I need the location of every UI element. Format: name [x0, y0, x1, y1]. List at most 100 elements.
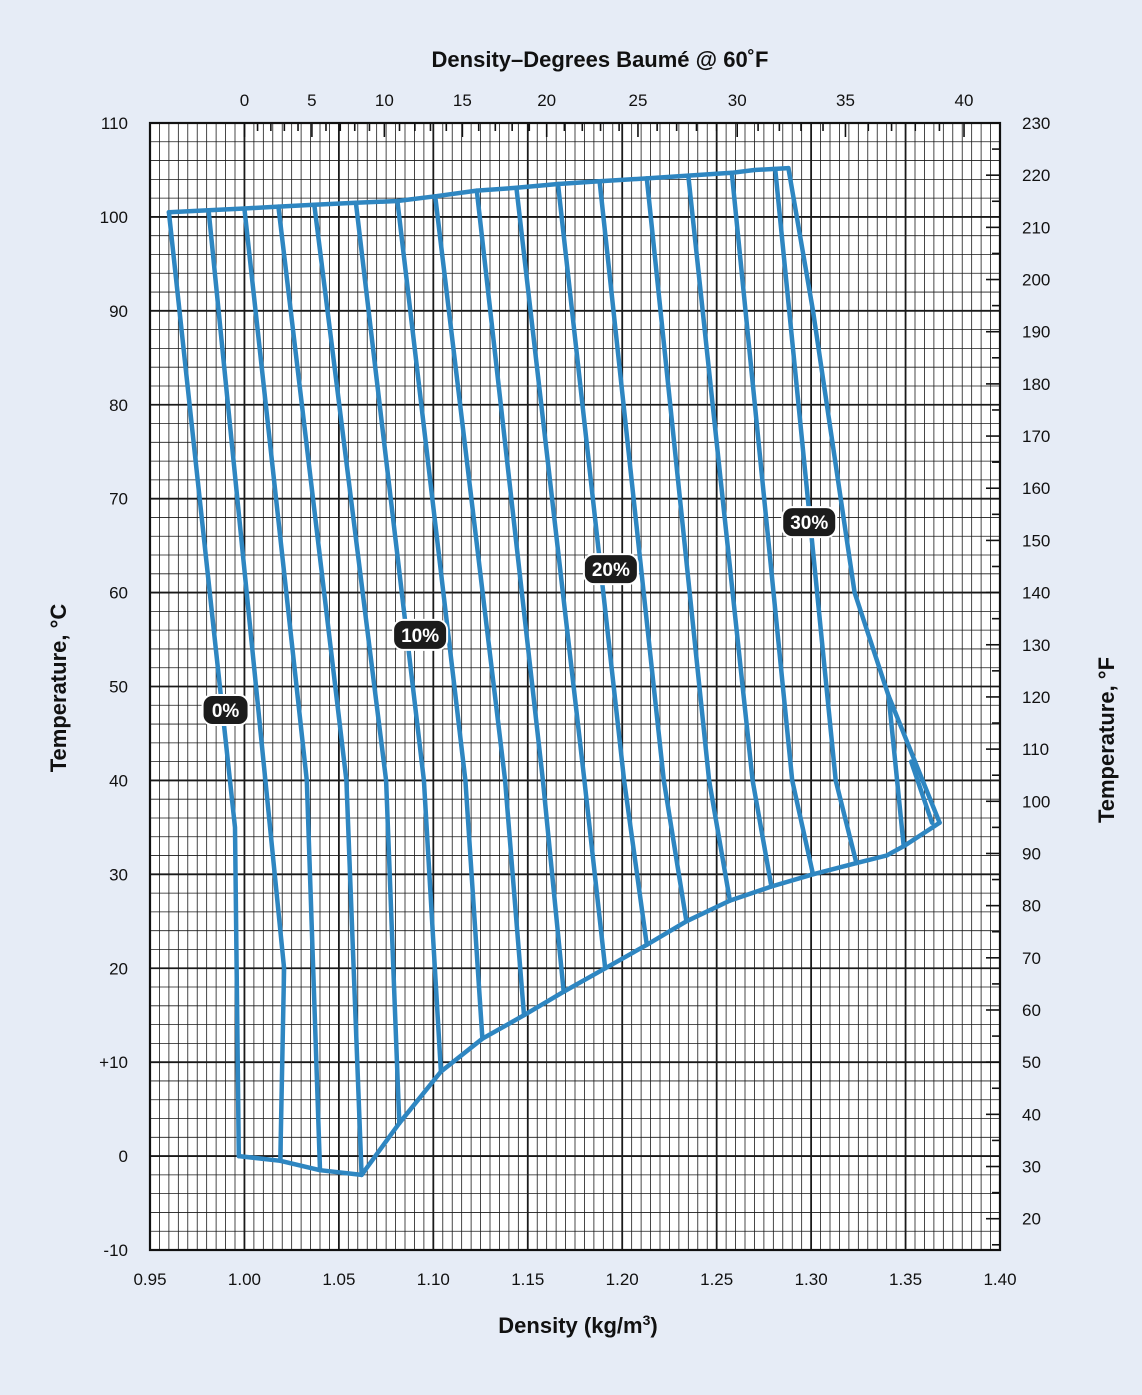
y-tick-label: 100	[100, 208, 128, 227]
series-line-6	[395, 198, 485, 1041]
series-line-2	[242, 206, 323, 1173]
percent-badge: 20%	[582, 553, 639, 586]
series-lines	[166, 165, 942, 1178]
badge-background	[392, 618, 449, 651]
x-tick-label: 1.40	[983, 1270, 1016, 1289]
y2-tick-label: 50	[1022, 1053, 1041, 1072]
series-line-3	[276, 204, 364, 1178]
x-tick-label: 0.95	[133, 1270, 166, 1289]
y2-tick-label: 120	[1022, 688, 1050, 707]
y-tick-label: 90	[109, 302, 128, 321]
series-line-0	[166, 209, 242, 1159]
y2-tick-label: 140	[1022, 584, 1050, 603]
series-line-8	[474, 188, 566, 994]
series-line-17	[908, 759, 935, 825]
top-tick-label: 15	[453, 91, 472, 110]
badge-label: 20%	[592, 560, 630, 581]
top-tick-label: 5	[307, 91, 316, 110]
series-line-7	[432, 194, 527, 1018]
top-tick-label: 35	[836, 91, 855, 110]
y2-tick-label: 150	[1022, 531, 1050, 550]
top-tick-label: 20	[537, 91, 556, 110]
x-tick-label: 1.35	[889, 1270, 922, 1289]
x-tick-label: 1.15	[511, 1270, 544, 1289]
y-tick-label: 50	[109, 678, 128, 697]
y-tick-label: 60	[109, 584, 128, 603]
series-line-20	[236, 1153, 364, 1178]
percent-badge: 0%	[201, 693, 250, 726]
y2-axis-title: Temperature, °F	[1094, 657, 1119, 823]
series-line-16	[886, 693, 906, 849]
top-tick-label: 25	[629, 91, 648, 110]
x-tick-label: 1.30	[795, 1270, 828, 1289]
x-tick-label: 1.10	[417, 1270, 450, 1289]
y2-tick-label: 190	[1022, 323, 1050, 342]
y-tick-label: 40	[109, 771, 128, 790]
x-tick-label: 1.00	[228, 1270, 261, 1289]
y2-tick-label: 220	[1022, 166, 1050, 185]
badge-label: 0%	[212, 701, 240, 722]
series-line-10	[555, 181, 650, 948]
y2-tick-label: 160	[1022, 479, 1050, 498]
series-line-13	[686, 173, 774, 889]
y2-tick-label: 100	[1022, 792, 1050, 811]
y2-tick-label: 170	[1022, 427, 1050, 446]
series-line-5	[353, 200, 444, 1074]
series-line-15	[772, 166, 859, 866]
series-line-4	[312, 202, 402, 1126]
y-tick-label: 30	[109, 865, 128, 884]
y2-tick-label: 110	[1022, 740, 1049, 759]
y-tick-label: 110	[101, 114, 128, 133]
y2-tick-label: 80	[1022, 897, 1041, 916]
y2-tick-label: 40	[1022, 1105, 1041, 1124]
top-tick-label: 40	[955, 91, 974, 110]
badge-background	[781, 506, 838, 539]
y-tick-label: -10	[103, 1241, 128, 1260]
series-line-14	[729, 170, 816, 877]
x-tick-label: 1.25	[700, 1270, 733, 1289]
plot-frame	[148, 121, 1002, 1252]
axis-ticks: 0.95 1.00 1.05 1.10 1.15 1.20 1.25 1.30 1.35 1.40…	[99, 91, 1050, 1289]
series-line-12	[644, 176, 733, 903]
y2-tick-label: 230	[1022, 114, 1050, 133]
series-line-1	[206, 208, 287, 1164]
y-tick-label: 20	[109, 959, 128, 978]
y2-tick-label: 30	[1022, 1158, 1041, 1177]
top-axis-title: Density–Degrees Baumé @ 60˚F	[432, 47, 769, 72]
top-tick-label: 30	[728, 91, 747, 110]
plot-border	[148, 121, 1002, 1252]
badge-background	[201, 693, 250, 726]
annotations: 0% 10% 20% 30%	[201, 506, 838, 726]
y-tick-label: 70	[109, 490, 128, 509]
badge-label: 30%	[790, 513, 828, 534]
series-line-19	[359, 820, 942, 1178]
y-tick-label: +10	[99, 1053, 128, 1072]
series-line-18	[166, 165, 791, 215]
x-tick-label: 1.05	[322, 1270, 355, 1289]
series-line-11	[597, 178, 689, 924]
x-axis-title: Density (kg/m3)	[498, 1312, 657, 1338]
y2-tick-label: 210	[1022, 218, 1050, 237]
series-line-9	[514, 185, 608, 971]
top-tick-label: 10	[375, 91, 394, 110]
y2-tick-label: 90	[1022, 844, 1041, 863]
y2-tick-label: 20	[1022, 1210, 1041, 1229]
y-tick-label: 0	[119, 1147, 128, 1166]
y-tick-label: 80	[109, 396, 128, 415]
y2-tick-label: 70	[1022, 949, 1041, 968]
percent-badge: 10%	[392, 618, 449, 651]
y2-tick-label: 130	[1022, 636, 1050, 655]
y2-tick-label: 60	[1022, 1001, 1041, 1020]
percent-badge: 30%	[781, 506, 838, 539]
y2-tick-label: 200	[1022, 271, 1050, 290]
x-tick-label: 1.20	[606, 1270, 639, 1289]
top-tick-label: 0	[240, 91, 249, 110]
grid	[149, 122, 1001, 1251]
badge-background	[582, 553, 639, 586]
y-axis-title: Temperature, °C	[46, 604, 71, 773]
series-line-21	[786, 165, 942, 825]
badge-label: 10%	[401, 626, 439, 647]
y2-tick-label: 180	[1022, 375, 1050, 394]
